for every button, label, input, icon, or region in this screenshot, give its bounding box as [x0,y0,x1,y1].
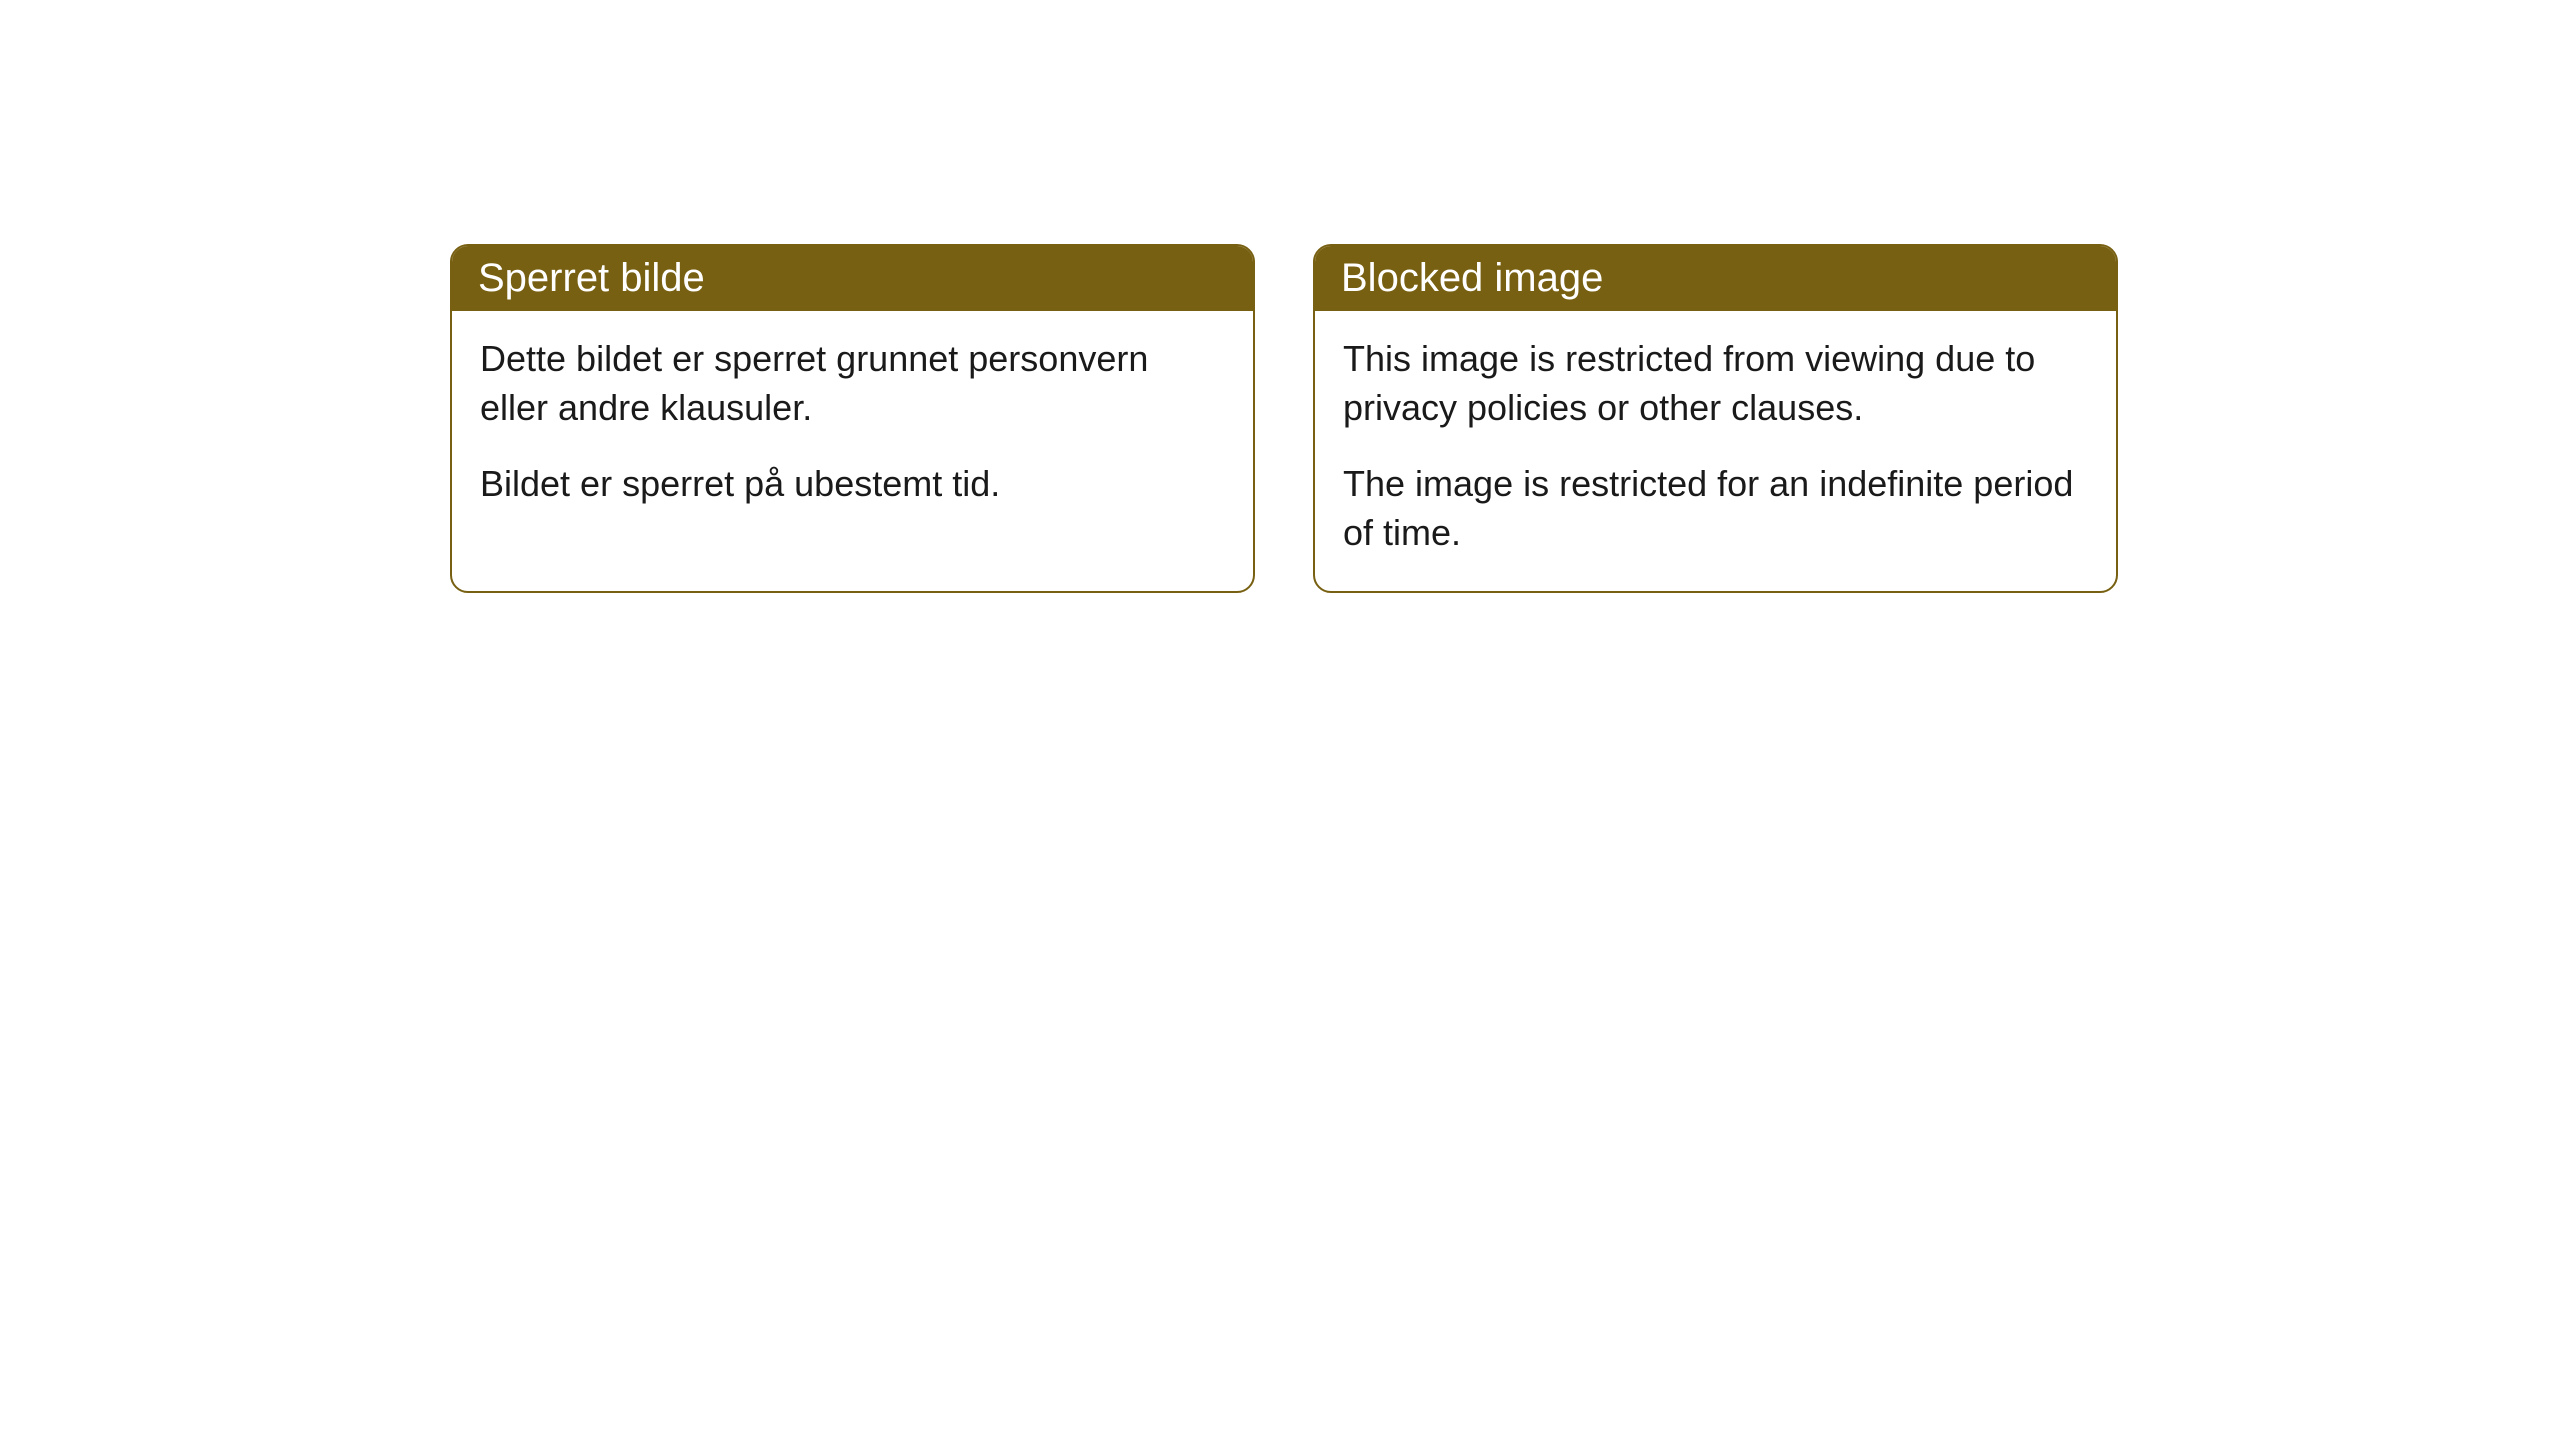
notice-paragraph: This image is restricted from viewing du… [1343,335,2088,432]
notice-card-norwegian: Sperret bilde Dette bildet er sperret gr… [450,244,1255,593]
card-header: Blocked image [1315,246,2116,311]
card-title: Sperret bilde [478,256,705,300]
notice-cards-container: Sperret bilde Dette bildet er sperret gr… [450,244,2118,593]
notice-paragraph: The image is restricted for an indefinit… [1343,460,2088,557]
notice-paragraph: Bildet er sperret på ubestemt tid. [480,460,1225,509]
notice-paragraph: Dette bildet er sperret grunnet personve… [480,335,1225,432]
notice-card-english: Blocked image This image is restricted f… [1313,244,2118,593]
card-header: Sperret bilde [452,246,1253,311]
card-title: Blocked image [1341,256,1603,300]
card-body: This image is restricted from viewing du… [1315,311,2116,591]
card-body: Dette bildet er sperret grunnet personve… [452,311,1253,543]
